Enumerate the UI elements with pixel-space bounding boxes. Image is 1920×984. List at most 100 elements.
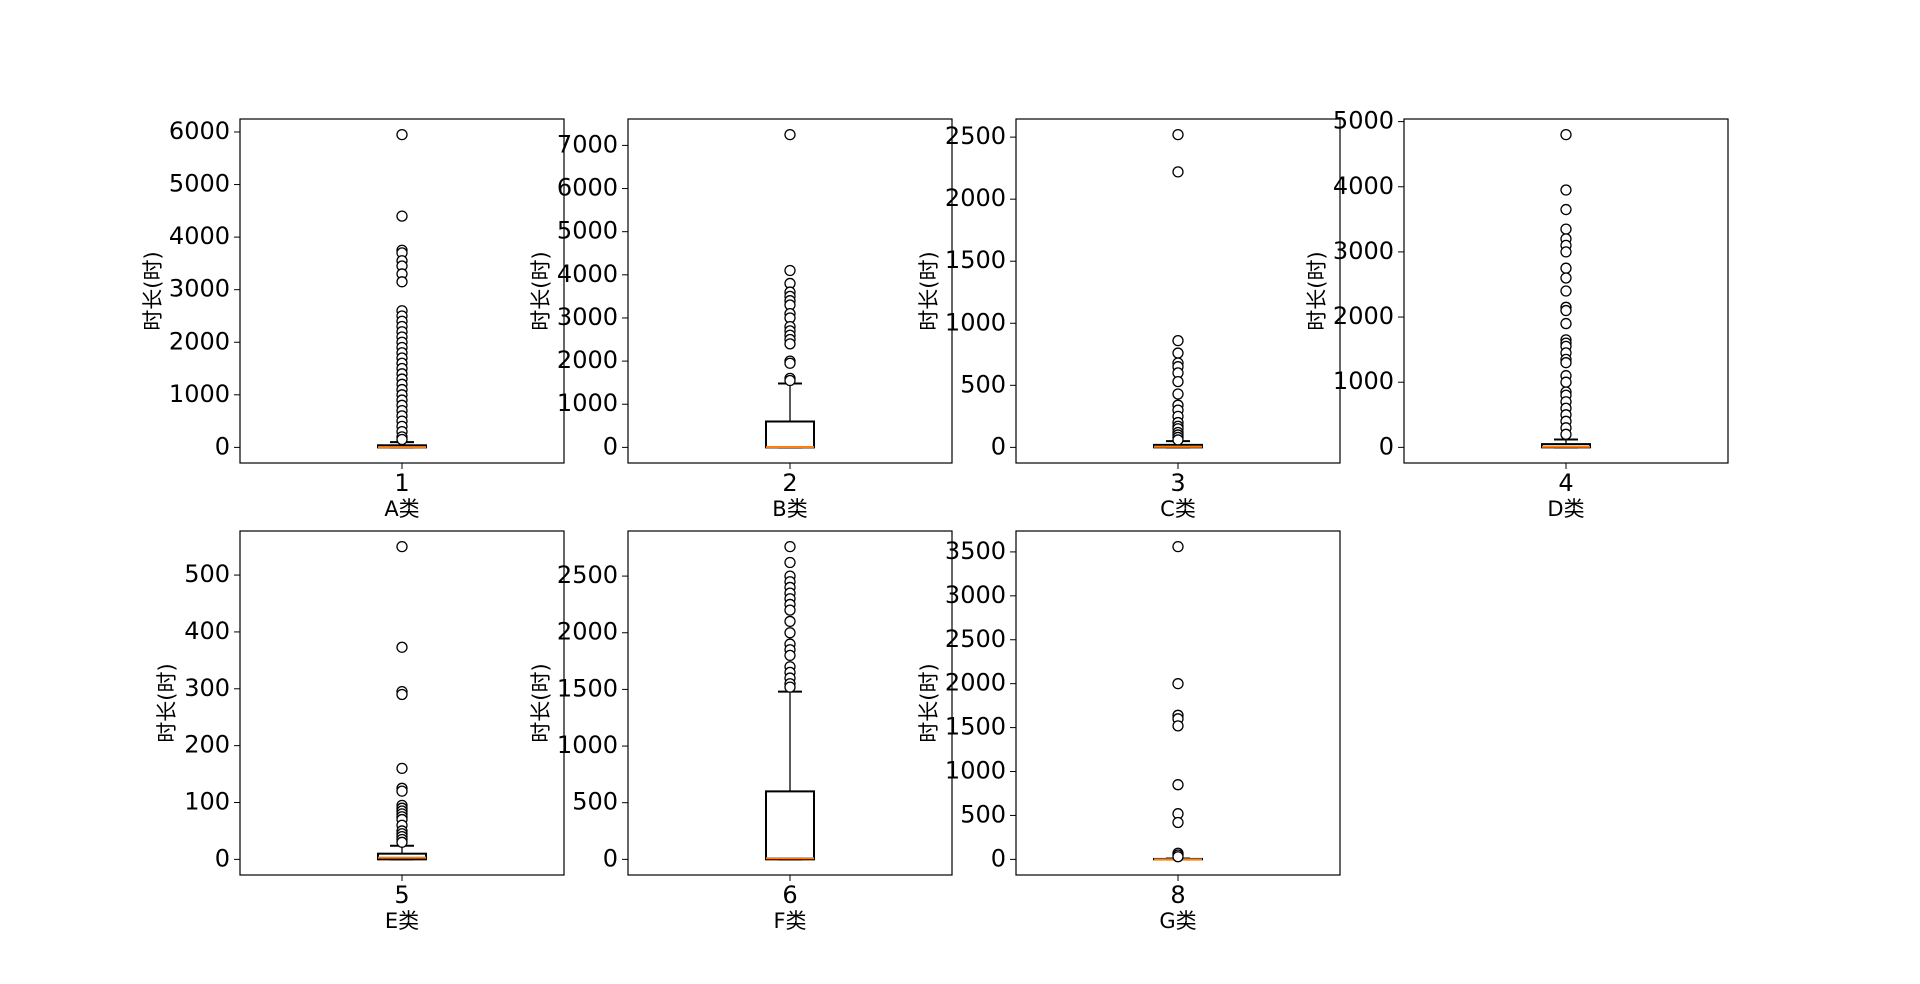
- y-tick-label: 1000: [1333, 367, 1394, 395]
- x-tick-label: 2: [782, 469, 797, 497]
- y-tick-label: 2000: [557, 618, 618, 646]
- y-tick-label: 1000: [169, 380, 230, 408]
- y-axis-label: 时长(时): [917, 251, 941, 330]
- subplot: 0 500 1000 1500 2000 2500 3000 3500 8G类 时长(时): [917, 530, 1341, 933]
- flier: [784, 627, 796, 639]
- x-axis-label: A类: [384, 497, 419, 521]
- subplot: 0 1000 2000 3000 4000 5000 6000 1A类 时长(时): [141, 117, 565, 521]
- y-tick-label: 0: [215, 432, 230, 460]
- flier: [1560, 223, 1572, 235]
- box: [377, 852, 427, 861]
- flier: [784, 264, 796, 277]
- y-tick-label: 500: [184, 560, 230, 588]
- flier: [1172, 128, 1184, 141]
- y-tick-label: 500: [572, 788, 618, 816]
- flier: [1560, 428, 1572, 440]
- y-tick-label: 100: [184, 788, 230, 816]
- y-tick-label: 7000: [557, 130, 618, 158]
- flier: [396, 641, 408, 653]
- flier: [784, 374, 796, 387]
- flier: [784, 357, 796, 369]
- y-tick-label: 0: [991, 432, 1006, 460]
- flier: [1172, 434, 1184, 446]
- flier: [396, 785, 408, 797]
- subplot: 0 1000 2000 3000 4000 5000 6000 7000 2B类 时长(时): [529, 118, 953, 521]
- flier: [1560, 376, 1572, 388]
- flier: [396, 836, 408, 848]
- y-tick-label: 1000: [945, 757, 1006, 785]
- x-tick-label: 6: [782, 881, 797, 909]
- x-tick-label: 8: [1170, 881, 1185, 909]
- y-tick-label: 500: [960, 370, 1006, 398]
- y-tick-label: 0: [1379, 432, 1394, 460]
- y-tick-label: 2500: [945, 625, 1006, 653]
- flier: [1560, 262, 1572, 274]
- y-tick-label: 500: [960, 800, 1006, 828]
- flier: [784, 128, 796, 141]
- x-axis-label: B类: [772, 497, 807, 521]
- y-tick-label: 200: [184, 731, 230, 759]
- flier: [1560, 304, 1572, 317]
- x-axis-label: G类: [1159, 909, 1196, 933]
- flier: [1172, 816, 1184, 829]
- y-tick-label: 1000: [945, 308, 1006, 336]
- y-tick-label: 4000: [557, 260, 618, 288]
- y-axis-label: 时长(时): [917, 663, 941, 742]
- y-tick-label: 6000: [557, 174, 618, 202]
- y-tick-label: 2000: [945, 184, 1006, 212]
- flier: [396, 210, 408, 222]
- flier: [1172, 851, 1184, 863]
- flier: [1560, 128, 1572, 141]
- y-axis-label: 时长(时): [155, 663, 179, 742]
- flier: [1560, 317, 1572, 330]
- y-axis-label: 时长(时): [1305, 251, 1329, 330]
- subplot: 0 100 200 300 400 500 5E类 时长(时): [155, 530, 565, 933]
- x-tick-label: 3: [1170, 469, 1185, 497]
- flier: [1560, 203, 1572, 216]
- flier: [1172, 540, 1184, 553]
- y-tick-label: 3000: [169, 275, 230, 303]
- y-tick-label: 5000: [169, 170, 230, 198]
- y-tick-label: 5000: [1333, 107, 1394, 135]
- plot-frame: [627, 118, 953, 464]
- x-axis-label: F类: [773, 909, 806, 933]
- flier: [1172, 720, 1184, 732]
- y-tick-label: 2000: [557, 346, 618, 374]
- y-tick-label: 1000: [557, 731, 618, 759]
- flier: [1172, 388, 1184, 400]
- flier: [784, 556, 796, 569]
- box: [765, 790, 815, 861]
- flier: [396, 128, 408, 141]
- y-axis-label: 时长(时): [529, 251, 553, 330]
- y-tick-label: 3000: [945, 581, 1006, 609]
- flier: [396, 433, 408, 446]
- flier: [1560, 357, 1572, 369]
- plot-frame: [239, 530, 565, 876]
- x-tick-label: 1: [394, 469, 409, 497]
- plot-frame: [1403, 118, 1729, 464]
- y-tick-label: 4000: [1333, 172, 1394, 200]
- subplot: 0 500 1000 1500 2000 2500 6F类 时长(时): [529, 530, 953, 933]
- y-tick-label: 0: [603, 844, 618, 872]
- box: [765, 420, 815, 449]
- plot-frame: [1015, 530, 1341, 876]
- plot-frame: [239, 118, 565, 464]
- plot-frame: [1015, 118, 1341, 464]
- flier: [1560, 272, 1572, 284]
- flier: [1172, 347, 1184, 359]
- y-tick-label: 5000: [557, 217, 618, 245]
- subplot: 0 500 1000 1500 2000 2500 3C类 时长(时): [917, 118, 1341, 521]
- flier: [784, 338, 796, 350]
- y-tick-label: 1500: [945, 246, 1006, 274]
- y-tick-label: 6000: [169, 117, 230, 145]
- flier: [1560, 246, 1572, 258]
- flier: [784, 615, 796, 628]
- y-tick-label: 3000: [1333, 237, 1394, 265]
- flier: [396, 688, 408, 701]
- plot-frame: [627, 530, 953, 876]
- y-tick-label: 3000: [557, 303, 618, 331]
- y-axis-label: 时长(时): [529, 663, 553, 742]
- y-tick-label: 4000: [169, 222, 230, 250]
- x-tick-label: 5: [394, 881, 409, 909]
